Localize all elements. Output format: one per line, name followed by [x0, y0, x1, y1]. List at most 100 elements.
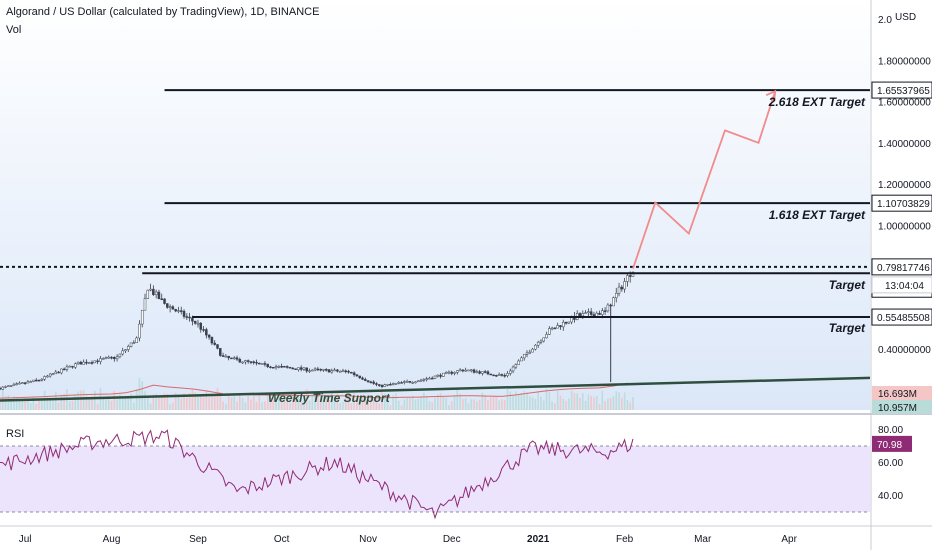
volume-bar: [166, 393, 169, 410]
time-tick-label: Dec: [443, 534, 461, 545]
volume-ma-line: [0, 382, 628, 399]
candle-body: [191, 317, 194, 322]
volume-bar: [612, 396, 615, 410]
candle-body: [539, 340, 543, 343]
volume-bar: [41, 400, 43, 410]
volume-bar: [121, 397, 124, 410]
volume-bar: [584, 400, 587, 410]
time-tick-label: Nov: [359, 534, 377, 545]
candle-body: [615, 292, 618, 298]
volume-bar: [420, 397, 422, 410]
volume-bar: [269, 402, 272, 410]
volume-bar: [205, 390, 208, 410]
volume-bar: [372, 399, 375, 410]
candle-body: [522, 354, 526, 359]
volume-bar: [378, 403, 381, 410]
volume-bar: [442, 396, 445, 410]
volume-bar: [94, 390, 96, 410]
candle-body: [87, 362, 91, 364]
volume-bar: [336, 393, 339, 410]
candle-body: [199, 322, 203, 330]
volume-bar: [197, 396, 199, 410]
candle-body: [255, 361, 258, 364]
volume-bar: [417, 398, 420, 410]
candle-body: [283, 366, 286, 368]
candle-body: [598, 312, 601, 315]
price-tag-label: 0.79817746: [877, 263, 930, 274]
candle-body: [556, 325, 559, 329]
candle-body: [525, 352, 529, 355]
volume-bar: [325, 395, 328, 410]
volume-bar: [247, 395, 249, 410]
volume-bar: [183, 393, 185, 410]
volume-bar: [266, 393, 269, 410]
candle-body: [358, 375, 361, 379]
volume-bar: [595, 395, 598, 410]
candle-body: [333, 369, 336, 372]
candle-body: [297, 367, 300, 370]
candle-body: [511, 366, 515, 372]
price-tick-label: 2.0: [878, 15, 892, 26]
volume-tag-label: 16.693M: [878, 389, 917, 400]
volume-bar: [537, 391, 539, 410]
candle-body: [221, 355, 225, 357]
volume-bar: [548, 392, 551, 410]
price-tick-label: 1.60000000: [878, 98, 931, 109]
support-annotation: Weekly Time Support: [268, 391, 391, 405]
volume-bar: [303, 397, 305, 410]
time-tick-label: Oct: [274, 534, 290, 545]
candle-body: [495, 375, 498, 377]
candle-body: [135, 337, 138, 343]
candle-body: [400, 382, 403, 384]
candle-body: [71, 365, 74, 368]
volume-bar: [15, 397, 18, 410]
volume-bar: [498, 400, 500, 410]
volume-bar: [219, 391, 222, 410]
volume-bar: [333, 397, 336, 410]
candle-body: [478, 371, 481, 374]
candle-body: [617, 286, 621, 294]
candle-body: [140, 309, 144, 325]
candle-body: [143, 298, 147, 311]
volume-bar: [252, 395, 255, 410]
volume-bar: [144, 391, 146, 410]
candle-body: [272, 366, 275, 369]
volume-bar: [593, 397, 595, 410]
candle-body: [578, 313, 582, 317]
volume-bar: [367, 399, 369, 410]
candle-body: [500, 374, 504, 376]
candle-body: [124, 349, 127, 352]
candle-body: [492, 374, 495, 377]
candle-body: [581, 313, 585, 317]
volume-bar: [82, 390, 85, 410]
candle-body: [430, 377, 434, 380]
candle-body: [352, 372, 356, 376]
volume-bar: [381, 390, 383, 410]
volume-bar: [191, 389, 194, 410]
candle-body: [548, 328, 551, 335]
candle-body: [419, 379, 423, 382]
candle-body: [85, 361, 88, 364]
volume-bar: [280, 398, 283, 410]
candle-body: [249, 361, 253, 363]
candle-body: [559, 325, 562, 328]
volume-bar: [199, 395, 202, 410]
candle-body: [244, 360, 247, 363]
candle-body: [274, 366, 278, 369]
volume-bar: [80, 390, 82, 410]
candle-body: [542, 337, 545, 342]
candle-body: [391, 383, 395, 385]
weekly-support-line: [0, 376, 871, 402]
volume-bar: [445, 397, 447, 410]
candle-body: [517, 360, 520, 365]
volume-bar: [450, 401, 453, 410]
volume-bar: [311, 394, 314, 410]
volume-bar: [322, 397, 325, 410]
candle-body: [57, 371, 60, 374]
volume-bar: [18, 400, 21, 410]
candle-body: [260, 363, 264, 365]
chart-title: Algorand / US Dollar (calculated by Trad…: [6, 6, 320, 18]
volume-bar: [495, 396, 498, 410]
candle-body: [152, 288, 155, 295]
